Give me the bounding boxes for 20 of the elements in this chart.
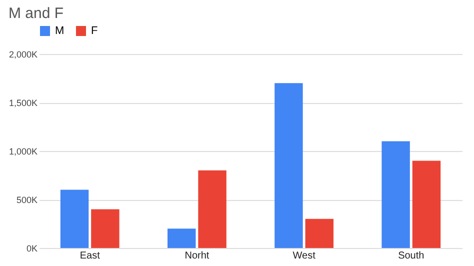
- chart-title: M and F: [8, 5, 64, 22]
- bar: [382, 141, 410, 248]
- bar: [198, 170, 226, 248]
- x-tick-label: Norht: [184, 250, 210, 262]
- bar: [60, 190, 89, 248]
- x-tick-label: South: [398, 250, 424, 262]
- y-tick-label: 1,500K: [8, 98, 38, 108]
- y-tick-label: 1,000K: [8, 146, 38, 156]
- y-tick-label: 2,000K: [8, 50, 38, 60]
- bar: [274, 83, 303, 248]
- x-tick-label: West: [292, 250, 316, 262]
- bar: [168, 228, 196, 248]
- legend-label: M: [55, 25, 64, 37]
- y-tick-label: 0K: [26, 244, 38, 254]
- y-tick-label: 500K: [16, 195, 38, 205]
- bar: [91, 209, 120, 248]
- bar: [412, 160, 441, 248]
- bar: [305, 218, 334, 248]
- x-tick-label: East: [80, 250, 100, 262]
- legend-label: F: [91, 25, 98, 37]
